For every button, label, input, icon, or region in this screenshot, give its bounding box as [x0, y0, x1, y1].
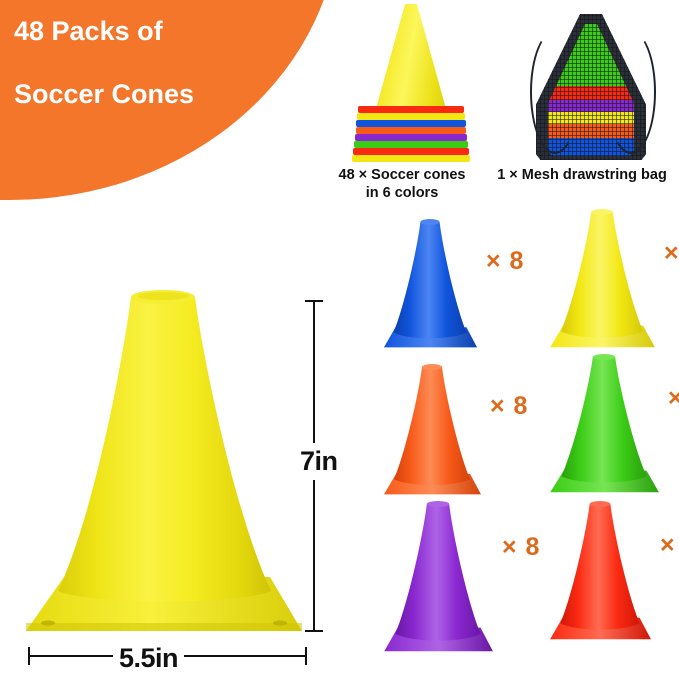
width-cap-right [305, 647, 307, 665]
purple-cone [382, 500, 494, 652]
green-cone-svg [550, 354, 659, 493]
height-cap-bottom [305, 630, 323, 632]
stack-ring [355, 127, 467, 134]
yellow-cone [548, 208, 656, 348]
bag-drawstring-left [530, 30, 580, 154]
badge-title-line2: Soccer Cones [14, 79, 195, 109]
stacked-cones-caption-line1: 48 × Soccer cones [338, 167, 466, 183]
orange-cone-quantity: × 8 [490, 392, 529, 421]
red-cone-svg [550, 501, 651, 640]
stack-ring [357, 113, 465, 120]
base-hole-right [273, 620, 287, 626]
width-cap-left [28, 647, 30, 665]
red-cone-body [560, 504, 640, 630]
width-dimension-label: 5.5in [113, 641, 185, 676]
stack-ring [352, 148, 470, 155]
stack-ring [356, 120, 466, 127]
yellow-cone-body [560, 212, 644, 338]
main-yellow-cone [18, 285, 308, 635]
base-hole-left [41, 620, 55, 626]
stack-ring [352, 155, 470, 162]
blue-cone-top [420, 219, 440, 225]
blue-cone-body [393, 222, 467, 339]
green-cone-quantity: × 8 [668, 383, 679, 412]
blue-cone-quantity: × 8 [486, 246, 525, 275]
stack-ring [354, 134, 468, 141]
height-dimension-label: 7in [296, 443, 342, 480]
orange-cone-body [394, 367, 470, 486]
orange-cone-top [422, 364, 442, 370]
stack-ring [353, 141, 469, 148]
badge-title: 48 Packs of Soccer Cones [14, 18, 314, 108]
main-cone-body [58, 297, 271, 602]
stack-ring [358, 106, 464, 113]
mesh-bag-caption: 1 × Mesh drawstring bag [497, 167, 667, 183]
stacked-cones-caption: 48 × Soccer cones in 6 colors [322, 166, 482, 202]
blue-cone [382, 218, 478, 348]
yellow-cone-svg [550, 209, 655, 348]
stack-top-cone [374, 4, 448, 116]
yellow-cone-quantity: × 8 [664, 238, 679, 267]
purple-cone-body [395, 504, 481, 641]
green-cone [548, 353, 660, 493]
bag-drawstring-right [606, 30, 656, 154]
purple-cone-quantity: × 8 [502, 533, 541, 562]
red-cone-top [589, 501, 611, 507]
yellow-cone-top [591, 209, 613, 215]
stacked-cones-image [352, 4, 470, 162]
green-cone-top [592, 354, 616, 360]
height-cap-top [305, 300, 323, 302]
stacked-cones-caption-line2: in 6 colors [365, 185, 439, 202]
purple-cone-top [426, 501, 450, 507]
mesh-drawstring-bag-image [528, 2, 656, 162]
red-cone-quantity: × 8 [660, 530, 679, 559]
orange-cone [382, 363, 482, 495]
main-cone-svg [26, 290, 302, 631]
stack-rings [352, 106, 470, 162]
blue-cone-svg [383, 219, 478, 348]
red-cone [548, 500, 652, 640]
purple-cone-svg [384, 501, 493, 652]
badge-title-line1: 48 Packs of [14, 16, 163, 46]
orange-cone-svg [384, 364, 481, 495]
green-cone-body [561, 357, 647, 483]
